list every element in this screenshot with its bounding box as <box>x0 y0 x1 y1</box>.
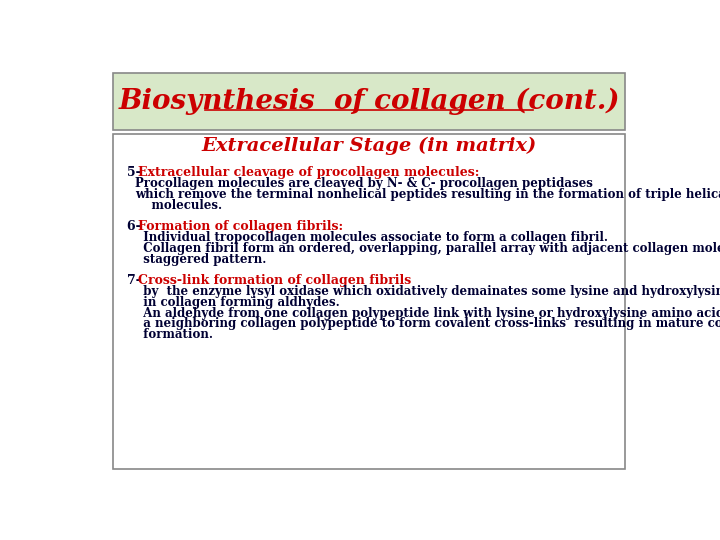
Text: staggered pattern.: staggered pattern. <box>135 253 266 266</box>
Text: a neighboring collagen polypeptide to form covalent cross-links  resulting in ma: a neighboring collagen polypeptide to fo… <box>135 318 720 330</box>
Text: 5-: 5- <box>127 166 145 179</box>
Text: Formation of collagen fibrils:: Formation of collagen fibrils: <box>138 220 343 233</box>
Text: Extracellular cleavage of procollagen molecules:: Extracellular cleavage of procollagen mo… <box>138 166 480 179</box>
Text: by  the enzyme lysyl oxidase which oxidatively demainates some lysine and hydrox: by the enzyme lysyl oxidase which oxidat… <box>135 285 720 298</box>
FancyBboxPatch shape <box>113 72 625 130</box>
Text: which remove the terminal nonhelical peptides resulting in the formation of trip: which remove the terminal nonhelical pep… <box>135 188 720 201</box>
Text: Individual tropocollagen molecules associate to form a collagen fibril.: Individual tropocollagen molecules assoc… <box>135 231 608 244</box>
Text: Procollagen molecules are cleaved by N- & C- procollagen peptidases: Procollagen molecules are cleaved by N- … <box>135 177 593 190</box>
Text: formation.: formation. <box>135 328 213 341</box>
Text: An aldehyde from one collagen polypeptide link with lysine or hydroxylysine amin: An aldehyde from one collagen polypeptid… <box>135 307 720 320</box>
Text: Collagen fibril form an ordered, overlapping, parallel array with adjacent colla: Collagen fibril form an ordered, overlap… <box>135 242 720 255</box>
Text: in collagen forming aldhydes.: in collagen forming aldhydes. <box>135 296 340 309</box>
Text: 6-: 6- <box>127 220 145 233</box>
Text: 7-: 7- <box>127 274 145 287</box>
Text: Cross-link formation of collagen fibrils: Cross-link formation of collagen fibrils <box>138 274 411 287</box>
Text: Biosynthesis  of collagen (cont.): Biosynthesis of collagen (cont.) <box>118 87 620 114</box>
Text: Extracellular Stage (in matrix): Extracellular Stage (in matrix) <box>202 137 536 155</box>
FancyBboxPatch shape <box>113 134 625 469</box>
Text: molecules.: molecules. <box>135 199 222 212</box>
